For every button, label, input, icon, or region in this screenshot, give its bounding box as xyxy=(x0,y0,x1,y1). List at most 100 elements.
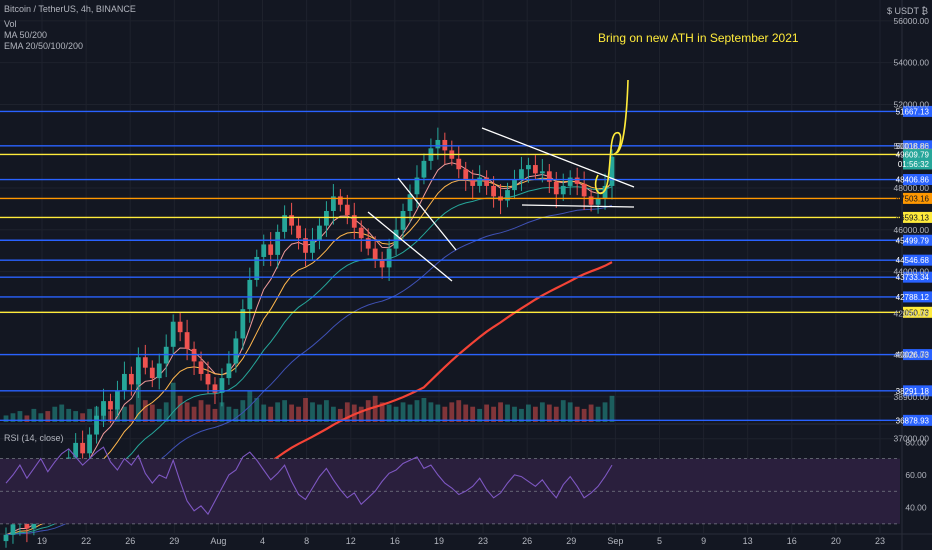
volume-bar xyxy=(87,408,92,422)
rsi-pane xyxy=(0,446,900,525)
volume-bar xyxy=(3,415,9,422)
candle-body xyxy=(330,196,336,211)
volume-bar xyxy=(296,406,301,422)
volume-bar xyxy=(310,402,315,422)
level-price-label: 44546.68 xyxy=(896,256,930,265)
candle-body xyxy=(80,442,86,454)
candle-body xyxy=(170,321,176,347)
candle-body xyxy=(254,256,260,280)
volume-bar xyxy=(400,402,406,422)
level-price-tag xyxy=(903,105,932,117)
current-price-tag xyxy=(903,158,932,170)
candle-body xyxy=(553,181,559,195)
candle-body xyxy=(379,259,385,268)
rsi-tick-label: 60.00 xyxy=(905,470,927,480)
candle-body xyxy=(595,198,601,205)
candle-body xyxy=(344,204,350,216)
x-tick-label: 13 xyxy=(743,536,753,546)
volume-bar xyxy=(365,400,371,422)
level-price-label: 42050.73 xyxy=(896,308,930,317)
volume-bar xyxy=(261,404,267,422)
rsi-tick-label: 40.00 xyxy=(905,503,927,513)
symbol-title[interactable]: Bitcoin / TetherUS, 4h, BINANCE xyxy=(4,4,136,14)
volume-bar xyxy=(574,406,580,422)
volume-bar xyxy=(442,406,448,422)
candle-body xyxy=(539,171,545,174)
volume-bar xyxy=(414,400,420,422)
y-tick-label: 56000.00 xyxy=(894,16,930,26)
volume-bar xyxy=(80,413,86,422)
candle-body xyxy=(177,321,183,333)
x-tick-label: 16 xyxy=(787,536,797,546)
candle-body xyxy=(275,231,281,255)
volume-bar xyxy=(10,413,16,422)
x-tick-label: 19 xyxy=(37,536,47,546)
candle-body xyxy=(198,361,204,374)
volume-bar xyxy=(595,406,601,422)
ema-indicator-label[interactable]: EMA 20/50/100/200 xyxy=(4,41,84,51)
candle-body xyxy=(351,215,357,228)
candle-body xyxy=(365,238,371,249)
volume-bar xyxy=(142,400,148,422)
axes: 19 22 26 29 Aug 4 8 12 16 19 23 26 29 Sep 5 9 13 16 20 23 56… xyxy=(37,16,929,546)
volume-bar xyxy=(560,400,566,422)
x-tick-label: 5 xyxy=(657,536,662,546)
volume-bar xyxy=(532,406,538,422)
volume-bar xyxy=(268,406,274,422)
volume-bar xyxy=(240,400,246,422)
candle-body xyxy=(240,309,246,339)
annotation-text: Bring on new ATH in September 2021 xyxy=(598,31,799,45)
volume-bar xyxy=(344,402,350,422)
candle-body xyxy=(212,384,218,393)
volume-bar xyxy=(567,402,573,422)
volume-bar xyxy=(372,395,378,422)
candle-body xyxy=(414,177,420,195)
volume-bar xyxy=(317,404,322,422)
candle-body xyxy=(128,373,134,385)
volume-bar xyxy=(484,404,490,422)
x-tick-label: 23 xyxy=(875,536,885,546)
volume-bar xyxy=(59,404,65,422)
candle-body xyxy=(463,169,469,180)
x-tick-label: 12 xyxy=(346,536,356,546)
y-tick-label: 50000.00 xyxy=(894,141,930,151)
volume-bar xyxy=(379,402,385,422)
candle-body xyxy=(386,248,392,268)
projection-curve xyxy=(594,79,629,195)
candle-body xyxy=(512,179,517,191)
volume-bar xyxy=(449,402,455,422)
candle-body xyxy=(142,357,148,368)
x-tick-label: 20 xyxy=(831,536,841,546)
y-tick-label: 38900.00 xyxy=(894,392,930,402)
volume-bar xyxy=(226,406,232,422)
volume-bar xyxy=(184,402,190,422)
ema-line xyxy=(5,162,613,536)
candle-body xyxy=(122,373,127,391)
volume-bar xyxy=(177,395,183,422)
ma-indicator-label[interactable]: MA 50/200 xyxy=(4,30,48,40)
candle-body xyxy=(567,177,573,186)
candle-body xyxy=(609,156,615,186)
level-price-label: 46593.13 xyxy=(896,213,930,222)
level-price-tag xyxy=(903,192,932,204)
volume-bar xyxy=(602,402,608,422)
x-tick-label: Aug xyxy=(210,536,226,546)
flag-upper-trendline xyxy=(397,177,457,251)
candle-body xyxy=(261,244,267,257)
candle-body xyxy=(289,215,294,226)
volume-bar xyxy=(170,382,176,422)
candle-body xyxy=(581,183,587,197)
candle-body xyxy=(10,524,16,535)
candle-body xyxy=(115,390,120,410)
y-tick-label: 52000.00 xyxy=(894,99,930,109)
candle-body xyxy=(337,196,343,205)
candle-body xyxy=(303,238,308,253)
rsi-indicator-label[interactable]: RSI (14, close) xyxy=(4,433,64,443)
level-price-label: 45499.79 xyxy=(896,236,930,245)
candle-body xyxy=(484,177,490,186)
level-price-tag xyxy=(903,140,932,152)
volume-indicator-label[interactable]: Vol xyxy=(4,19,17,29)
current-price-label: 01:56:32 xyxy=(898,160,930,169)
y-tick-label: 42000.00 xyxy=(894,308,930,318)
